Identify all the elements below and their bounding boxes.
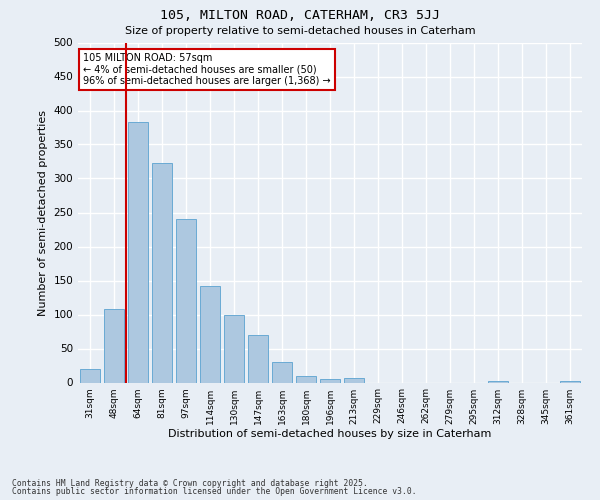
Bar <box>176 220 196 382</box>
Bar <box>80 369 100 382</box>
Y-axis label: Number of semi-detached properties: Number of semi-detached properties <box>38 110 48 316</box>
Bar <box>152 163 172 382</box>
Text: 105, MILTON ROAD, CATERHAM, CR3 5JJ: 105, MILTON ROAD, CATERHAM, CR3 5JJ <box>160 9 440 22</box>
Bar <box>344 378 364 382</box>
Bar <box>320 379 340 382</box>
Bar <box>224 314 244 382</box>
Text: Contains public sector information licensed under the Open Government Licence v3: Contains public sector information licen… <box>12 487 416 496</box>
Bar <box>560 381 580 382</box>
Bar <box>128 122 148 382</box>
Text: 105 MILTON ROAD: 57sqm
← 4% of semi-detached houses are smaller (50)
96% of semi: 105 MILTON ROAD: 57sqm ← 4% of semi-deta… <box>83 52 331 86</box>
Bar <box>248 335 268 382</box>
Text: Size of property relative to semi-detached houses in Caterham: Size of property relative to semi-detach… <box>125 26 475 36</box>
Bar <box>104 309 124 382</box>
Bar <box>200 286 220 382</box>
Bar <box>488 381 508 382</box>
Bar <box>272 362 292 382</box>
Bar <box>296 376 316 382</box>
X-axis label: Distribution of semi-detached houses by size in Caterham: Distribution of semi-detached houses by … <box>169 430 491 440</box>
Text: Contains HM Land Registry data © Crown copyright and database right 2025.: Contains HM Land Registry data © Crown c… <box>12 478 368 488</box>
